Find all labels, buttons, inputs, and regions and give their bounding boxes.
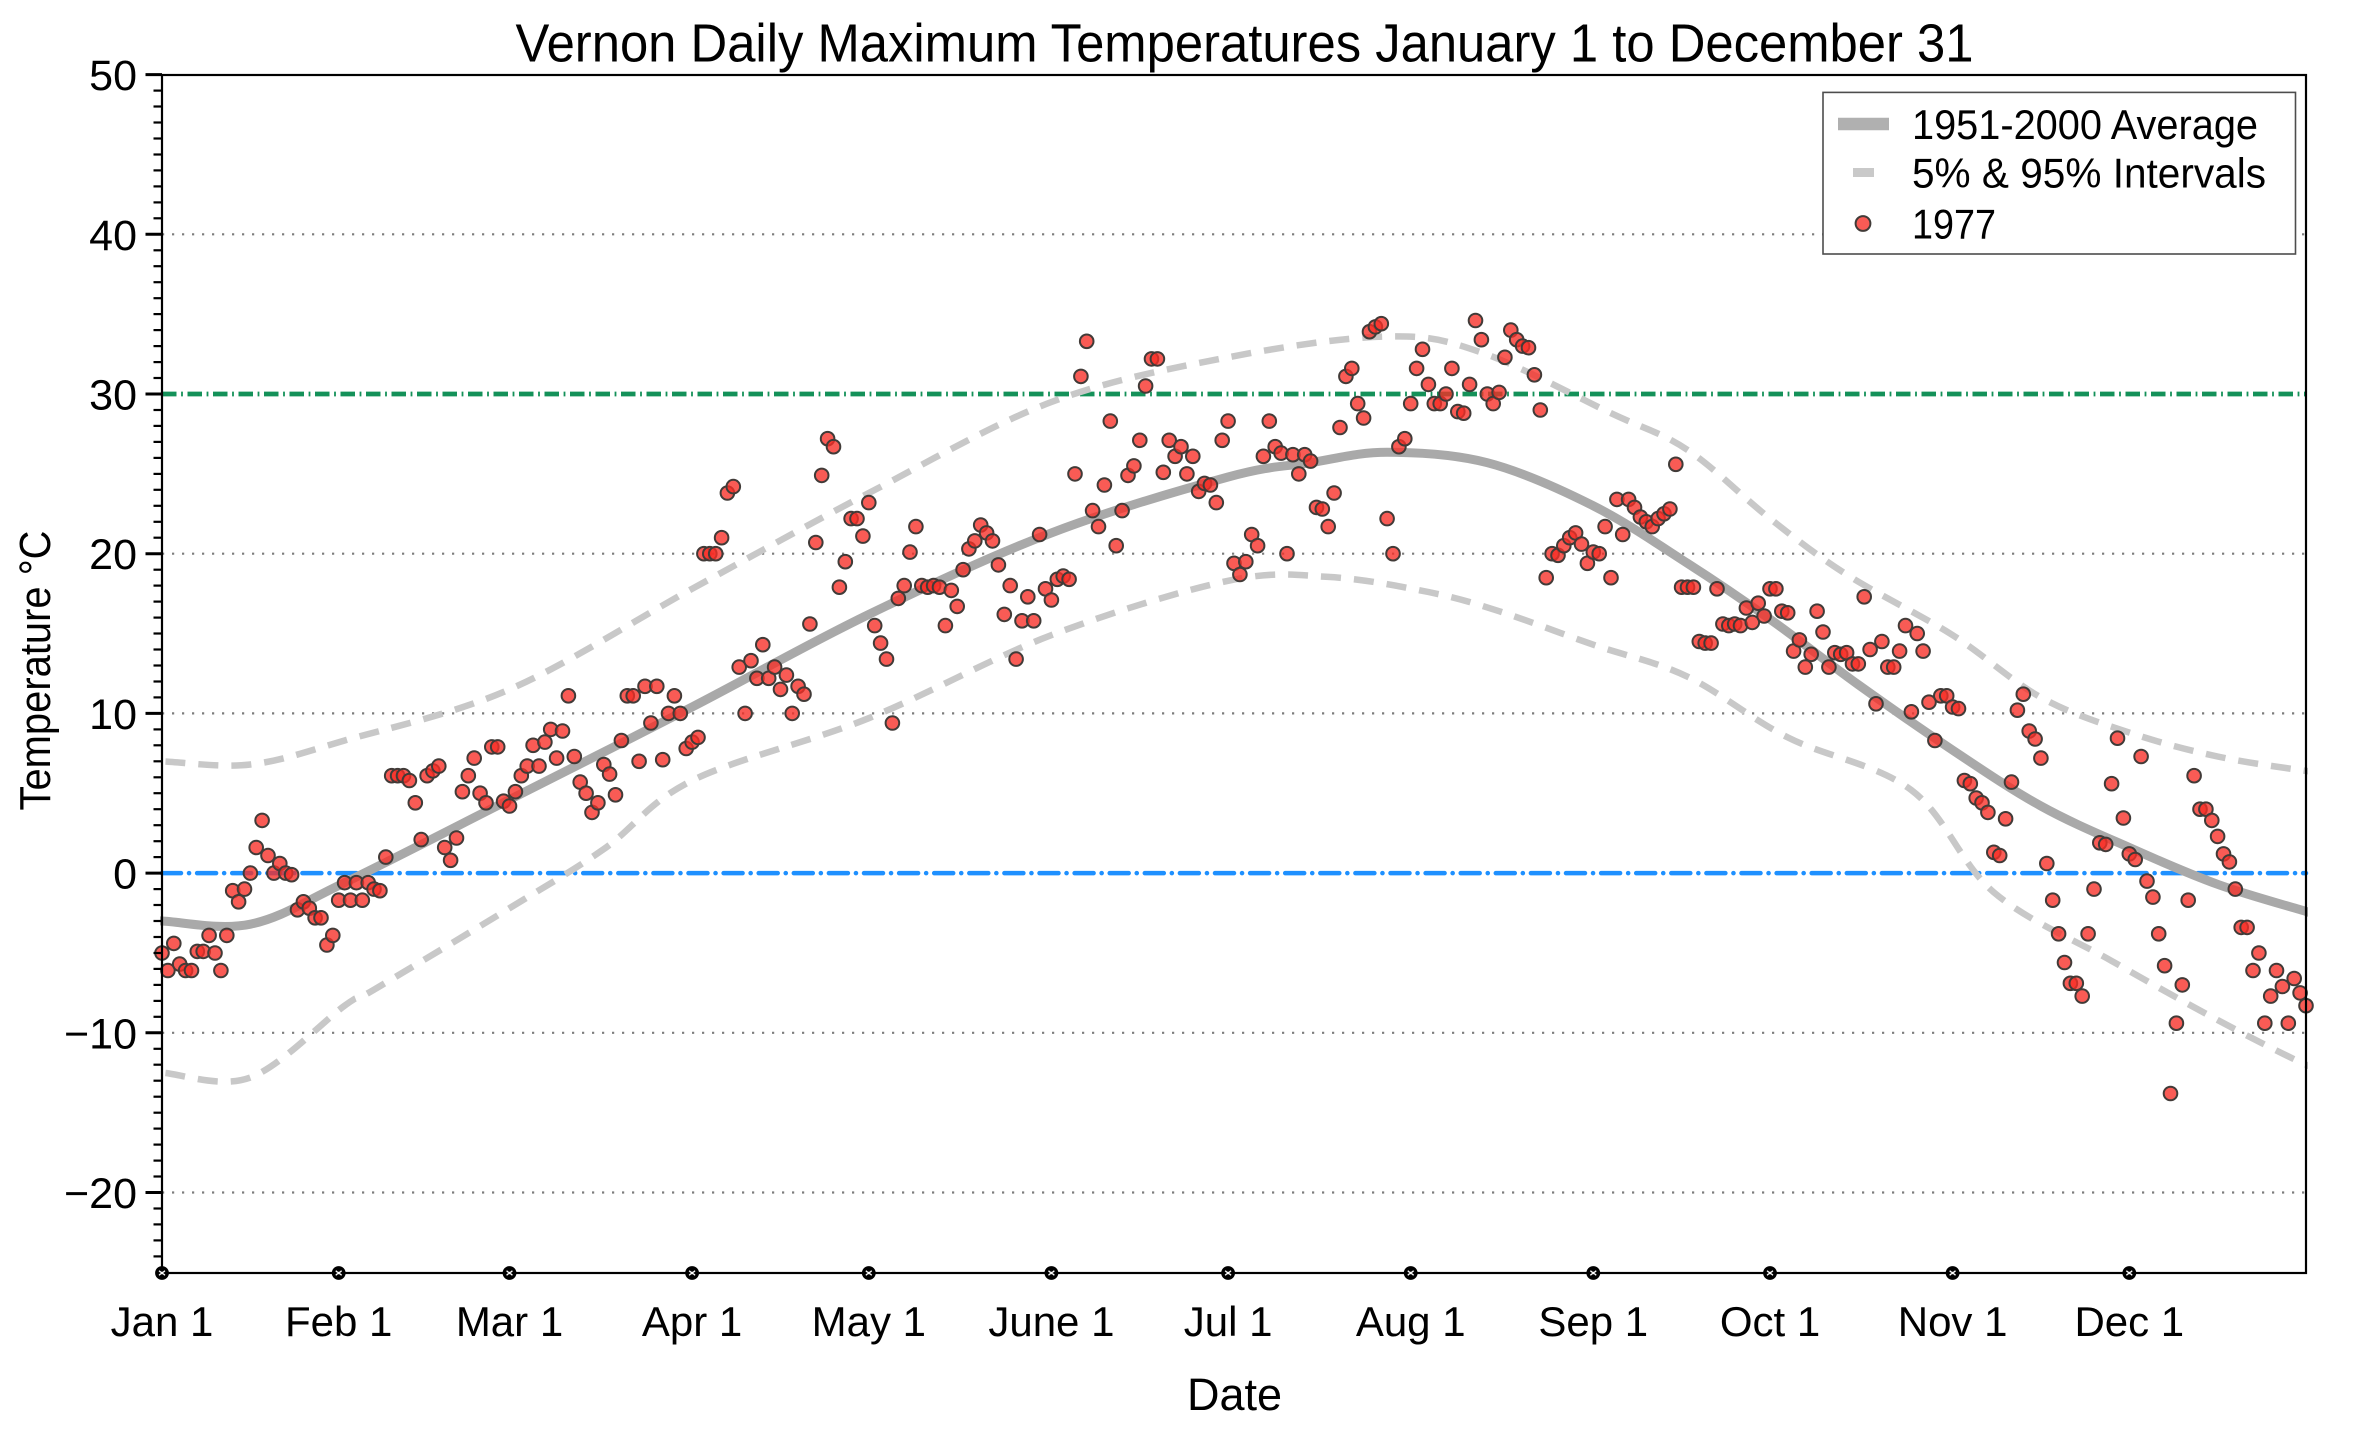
svg-text:June 1: June 1 (988, 1298, 1114, 1345)
svg-text:30: 30 (89, 372, 137, 420)
svg-text:Jul 1: Jul 1 (1184, 1298, 1273, 1345)
svg-text:0: 0 (113, 851, 137, 899)
svg-text:Nov 1: Nov 1 (1898, 1298, 2008, 1345)
svg-text:Sep 1: Sep 1 (1538, 1298, 1648, 1345)
svg-text:Feb 1: Feb 1 (285, 1298, 392, 1345)
svg-text:Apr 1: Apr 1 (642, 1298, 742, 1345)
svg-text:50: 50 (89, 52, 137, 100)
svg-text:1951-2000 Average: 1951-2000 Average (1912, 101, 2258, 148)
svg-text:10: 10 (89, 691, 137, 739)
svg-text:5% & 95% Intervals: 5% & 95% Intervals (1912, 150, 2266, 197)
svg-text:20: 20 (89, 531, 137, 579)
svg-text:1977: 1977 (1912, 201, 1996, 248)
svg-text:40: 40 (89, 212, 137, 260)
svg-text:Date: Date (1187, 1369, 1282, 1420)
svg-text:May 1: May 1 (812, 1298, 926, 1345)
svg-text:Dec 1: Dec 1 (2074, 1298, 2184, 1345)
svg-text:Aug 1: Aug 1 (1356, 1298, 1466, 1345)
svg-text:Jan 1: Jan 1 (111, 1298, 214, 1345)
svg-text:−20: −20 (64, 1170, 137, 1218)
svg-text:Temperature °C: Temperature °C (11, 531, 60, 811)
svg-text:Oct 1: Oct 1 (1720, 1298, 1820, 1345)
svg-text:Vernon Daily Maximum Temperatu: Vernon Daily Maximum Temperatures Januar… (516, 14, 1974, 74)
svg-text:−10: −10 (64, 1010, 137, 1058)
svg-text:Mar 1: Mar 1 (456, 1298, 563, 1345)
